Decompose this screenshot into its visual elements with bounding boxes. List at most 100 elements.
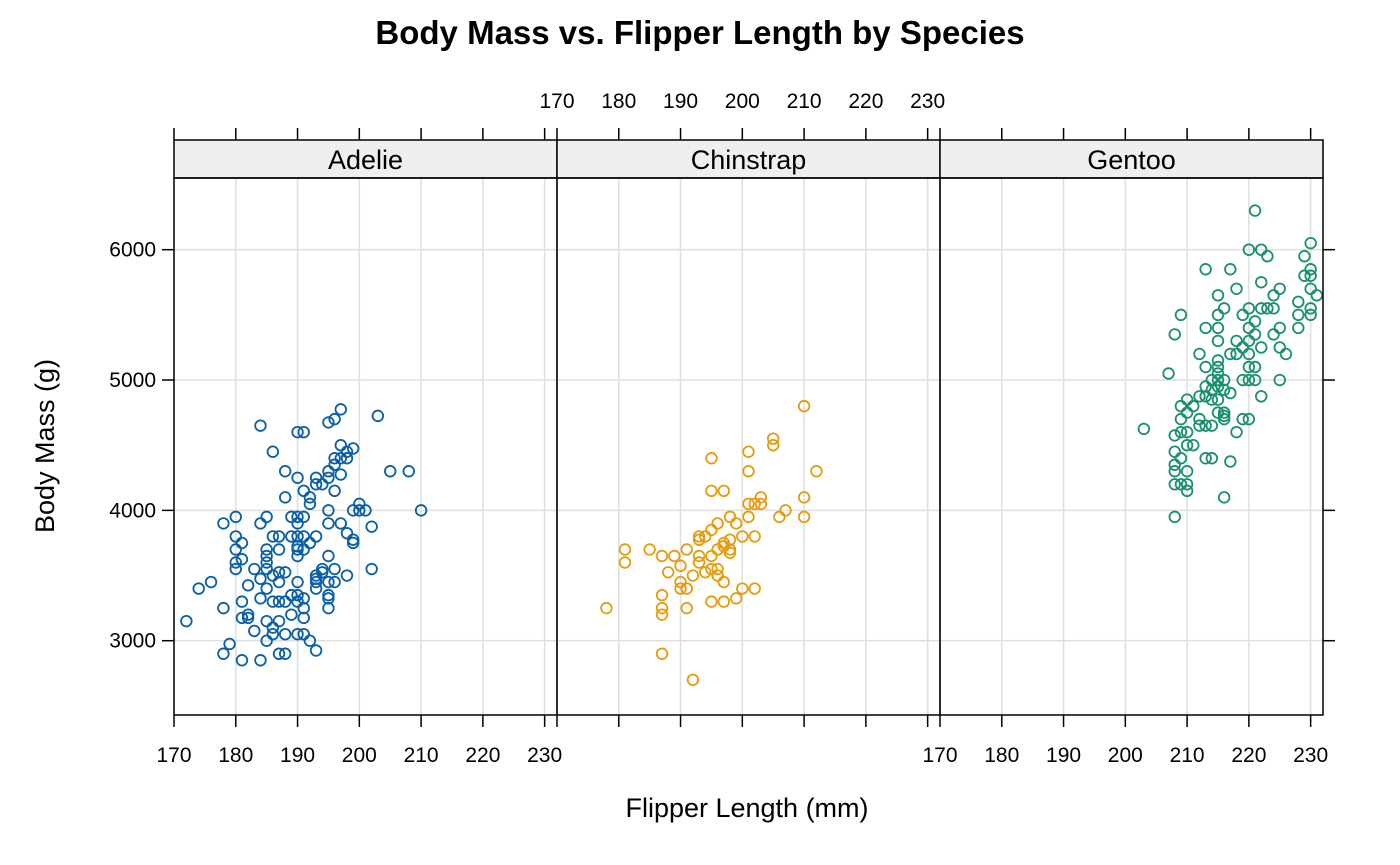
data-point	[1255, 390, 1268, 403]
data-point	[217, 647, 230, 660]
data-point	[705, 452, 718, 465]
data-point	[1180, 406, 1194, 419]
data-point	[272, 595, 286, 608]
x-tick-label: 170	[922, 744, 957, 767]
x-tick-label: 170	[539, 90, 574, 113]
data-point	[655, 549, 669, 563]
y-tick-label: 4000	[109, 499, 156, 522]
data-point	[1255, 243, 1268, 256]
data-point	[1261, 302, 1274, 315]
data-point	[278, 627, 292, 641]
data-point	[235, 553, 249, 566]
data-point	[217, 601, 230, 615]
x-tick-label: 180	[601, 90, 636, 113]
data-point	[1242, 412, 1256, 426]
data-point	[297, 543, 310, 556]
data-point	[328, 412, 341, 426]
data-point	[1255, 276, 1268, 289]
data-point	[1174, 452, 1188, 465]
data-point	[309, 644, 323, 657]
data-point	[655, 608, 669, 621]
data-point	[1255, 341, 1268, 354]
data-point	[248, 624, 261, 638]
x-tick-label: 200	[342, 744, 377, 767]
strip-label-adelie: Adelie	[328, 145, 403, 175]
data-point	[705, 595, 718, 608]
data-point	[229, 556, 242, 569]
data-point	[1174, 308, 1188, 322]
data-point	[1248, 373, 1262, 387]
data-point	[297, 530, 310, 543]
data-point	[1199, 360, 1212, 374]
data-point	[705, 549, 718, 563]
data-point	[353, 504, 366, 517]
y-tick-label: 5000	[109, 369, 156, 392]
data-point	[334, 517, 347, 530]
data-point	[309, 582, 323, 595]
data-point	[334, 403, 347, 416]
data-point	[1187, 399, 1200, 413]
data-point	[260, 614, 273, 628]
data-point	[1248, 360, 1262, 374]
data-point	[797, 399, 811, 413]
data-point	[1304, 263, 1317, 276]
data-point	[1224, 386, 1237, 400]
data-point	[241, 579, 255, 592]
x-tick-label: 210	[404, 744, 439, 767]
data-point	[229, 562, 242, 576]
data-point	[346, 533, 360, 546]
data-point	[309, 575, 323, 589]
data-point	[1211, 406, 1225, 419]
data-point	[754, 497, 768, 511]
data-point	[291, 471, 304, 484]
data-point	[291, 517, 304, 530]
data-point	[229, 530, 242, 543]
data-point	[1236, 308, 1249, 322]
data-point	[1242, 302, 1256, 315]
data-point	[359, 504, 372, 517]
data-point	[692, 533, 706, 546]
data-point	[1304, 282, 1317, 295]
data-point	[266, 621, 280, 634]
data-point	[328, 575, 341, 589]
data-point	[371, 409, 385, 423]
data-point	[1298, 250, 1311, 263]
data-point	[291, 627, 304, 641]
data-point	[365, 562, 378, 576]
data-point	[711, 517, 724, 530]
data-point	[1304, 236, 1317, 250]
data-point	[204, 575, 218, 589]
data-point	[723, 546, 737, 559]
data-point	[736, 530, 749, 543]
data-point	[278, 566, 292, 579]
data-point	[1224, 263, 1237, 276]
data-point	[297, 627, 310, 641]
data-point	[680, 601, 693, 615]
data-point	[328, 562, 341, 576]
data-point	[1193, 419, 1206, 432]
data-point	[217, 517, 230, 530]
data-point	[1242, 347, 1256, 361]
data-point	[1217, 412, 1231, 426]
data-point	[1174, 425, 1188, 439]
data-point	[1292, 321, 1305, 335]
data-point	[711, 543, 724, 556]
data-point	[303, 497, 317, 511]
data-point	[1199, 263, 1212, 276]
data-point	[260, 562, 273, 576]
data-point	[260, 549, 273, 563]
data-point	[322, 575, 335, 589]
data-point	[1217, 409, 1231, 423]
data-point	[1211, 289, 1225, 302]
data-point	[1180, 478, 1194, 491]
data-point	[717, 540, 730, 553]
data-point	[1168, 445, 1181, 458]
data-point	[686, 673, 700, 687]
data-point	[340, 569, 354, 582]
data-point	[1211, 334, 1225, 348]
data-point	[748, 497, 761, 511]
x-tick-label: 190	[663, 90, 698, 113]
data-point	[180, 614, 193, 628]
data-point	[266, 445, 280, 458]
data-point	[742, 510, 755, 524]
